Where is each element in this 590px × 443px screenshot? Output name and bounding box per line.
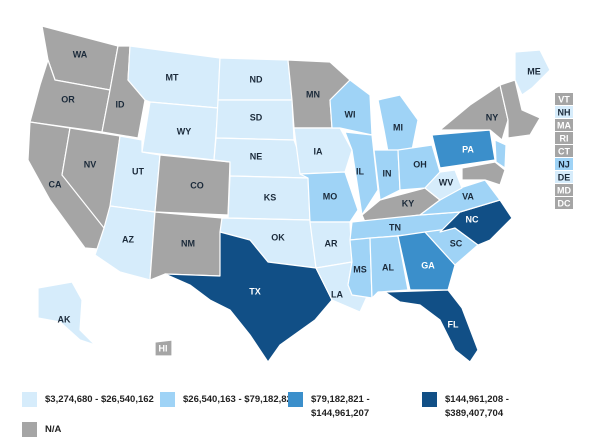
legend-label-tier4: $144,961,208 - $389,407,704 bbox=[445, 394, 509, 419]
state-ga[interactable] bbox=[397, 231, 456, 291]
label-pa: PA bbox=[462, 144, 474, 154]
legend-label-tier3: $79,182,821 - $144,961,207 bbox=[311, 394, 370, 419]
label-ok: OK bbox=[271, 232, 285, 242]
label-in: IN bbox=[383, 168, 392, 178]
label-ct: CT bbox=[558, 146, 570, 156]
label-oh: OH bbox=[413, 159, 427, 169]
label-ga: GA bbox=[421, 260, 435, 270]
state-nj[interactable] bbox=[494, 139, 507, 169]
label-ia: IA bbox=[314, 146, 324, 156]
state-me[interactable] bbox=[514, 49, 551, 96]
label-dc: DC bbox=[558, 198, 571, 208]
us-states-map: WA OR CA NV ID MT WY UT AZ CO NM ND SD N… bbox=[27, 25, 573, 363]
label-az: AZ bbox=[122, 234, 134, 244]
label-ny: NY bbox=[486, 112, 499, 122]
legend-swatch-na bbox=[22, 422, 37, 437]
label-nd: ND bbox=[250, 74, 263, 84]
state-al[interactable] bbox=[369, 235, 409, 299]
legend-item-tier2[interactable]: $26,540,163 - $79,182,820 bbox=[160, 392, 297, 407]
label-va: VA bbox=[462, 191, 474, 201]
label-wa: WA bbox=[73, 49, 88, 59]
label-box-vt[interactable] bbox=[555, 93, 573, 105]
legend-item-na[interactable]: N/A bbox=[22, 422, 61, 437]
state-il[interactable] bbox=[344, 131, 379, 216]
label-ar: AR bbox=[325, 238, 338, 248]
label-nv: NV bbox=[84, 159, 97, 169]
state-hi[interactable] bbox=[154, 339, 173, 357]
state-ia[interactable] bbox=[293, 127, 353, 175]
label-ri: RI bbox=[560, 133, 569, 143]
label-wi: WI bbox=[345, 109, 356, 119]
label-ca: CA bbox=[49, 179, 62, 189]
label-ak: AK bbox=[58, 314, 71, 324]
legend-item-tier1[interactable]: $3,274,680 - $26,540,162 bbox=[22, 392, 154, 407]
legend-label-tier2: $26,540,163 - $79,182,820 bbox=[183, 394, 298, 405]
legend-swatch-tier2 bbox=[160, 392, 175, 407]
state-pa[interactable] bbox=[431, 129, 496, 169]
label-box-dc[interactable] bbox=[555, 197, 573, 209]
label-mt: MT bbox=[166, 72, 179, 82]
label-co: CO bbox=[190, 180, 204, 190]
label-ne: NE bbox=[250, 151, 263, 161]
label-ky: KY bbox=[402, 198, 415, 208]
legend-swatch-tier1 bbox=[22, 392, 37, 407]
label-mo: MO bbox=[323, 191, 338, 201]
legend-label-tier1: $3,274,680 - $26,540,162 bbox=[45, 394, 154, 405]
label-tn: TN bbox=[389, 222, 401, 232]
label-box-de[interactable] bbox=[555, 171, 573, 183]
legend: $3,274,680 - $26,540,162 $26,540,163 - $… bbox=[0, 380, 590, 443]
label-de: DE bbox=[558, 172, 571, 182]
label-nm: NM bbox=[181, 238, 195, 248]
label-wv: WV bbox=[439, 177, 454, 187]
label-nj: NJ bbox=[558, 159, 570, 169]
label-nh: NH bbox=[558, 107, 571, 117]
state-new-england[interactable] bbox=[499, 79, 541, 139]
label-fl: FL bbox=[448, 319, 459, 329]
label-box-ma[interactable] bbox=[555, 119, 573, 131]
label-md: MD bbox=[557, 185, 571, 195]
label-ma: MA bbox=[557, 120, 571, 130]
legend-label-na: N/A bbox=[45, 424, 62, 435]
label-la: LA bbox=[331, 289, 343, 299]
label-box-nh[interactable] bbox=[555, 106, 573, 118]
label-hi: HI bbox=[159, 343, 168, 353]
label-ut: UT bbox=[132, 166, 144, 176]
label-box-ri[interactable] bbox=[555, 132, 573, 144]
label-al: AL bbox=[382, 262, 394, 272]
label-vt: VT bbox=[558, 94, 570, 104]
state-tx[interactable] bbox=[164, 231, 333, 363]
legend-swatch-tier4 bbox=[422, 392, 437, 407]
label-id: ID bbox=[116, 99, 126, 109]
label-box-ct[interactable] bbox=[555, 145, 573, 157]
legend-item-tier3[interactable]: $79,182,821 - $144,961,207 bbox=[288, 392, 400, 421]
label-sd: SD bbox=[250, 112, 263, 122]
label-me: ME bbox=[527, 66, 541, 76]
label-ms: MS bbox=[353, 264, 367, 274]
label-or: OR bbox=[61, 94, 75, 104]
legend-swatch-tier3 bbox=[288, 392, 303, 407]
label-nc: NC bbox=[466, 214, 479, 224]
label-il: IL bbox=[356, 166, 365, 176]
state-wv[interactable] bbox=[424, 169, 463, 201]
label-mi: MI bbox=[393, 122, 403, 132]
label-wy: WY bbox=[177, 126, 192, 136]
label-ks: KS bbox=[264, 192, 277, 202]
state-ak[interactable] bbox=[37, 281, 96, 346]
state-fl[interactable] bbox=[384, 289, 479, 363]
state-md-de[interactable] bbox=[461, 161, 506, 186]
label-tx: TX bbox=[249, 286, 261, 296]
label-sc: SC bbox=[450, 238, 463, 248]
legend-item-tier4[interactable]: $144,961,208 - $389,407,704 bbox=[422, 392, 537, 421]
label-mn: MN bbox=[306, 89, 320, 99]
label-box-nj[interactable] bbox=[555, 158, 573, 170]
label-box-md[interactable] bbox=[555, 184, 573, 196]
